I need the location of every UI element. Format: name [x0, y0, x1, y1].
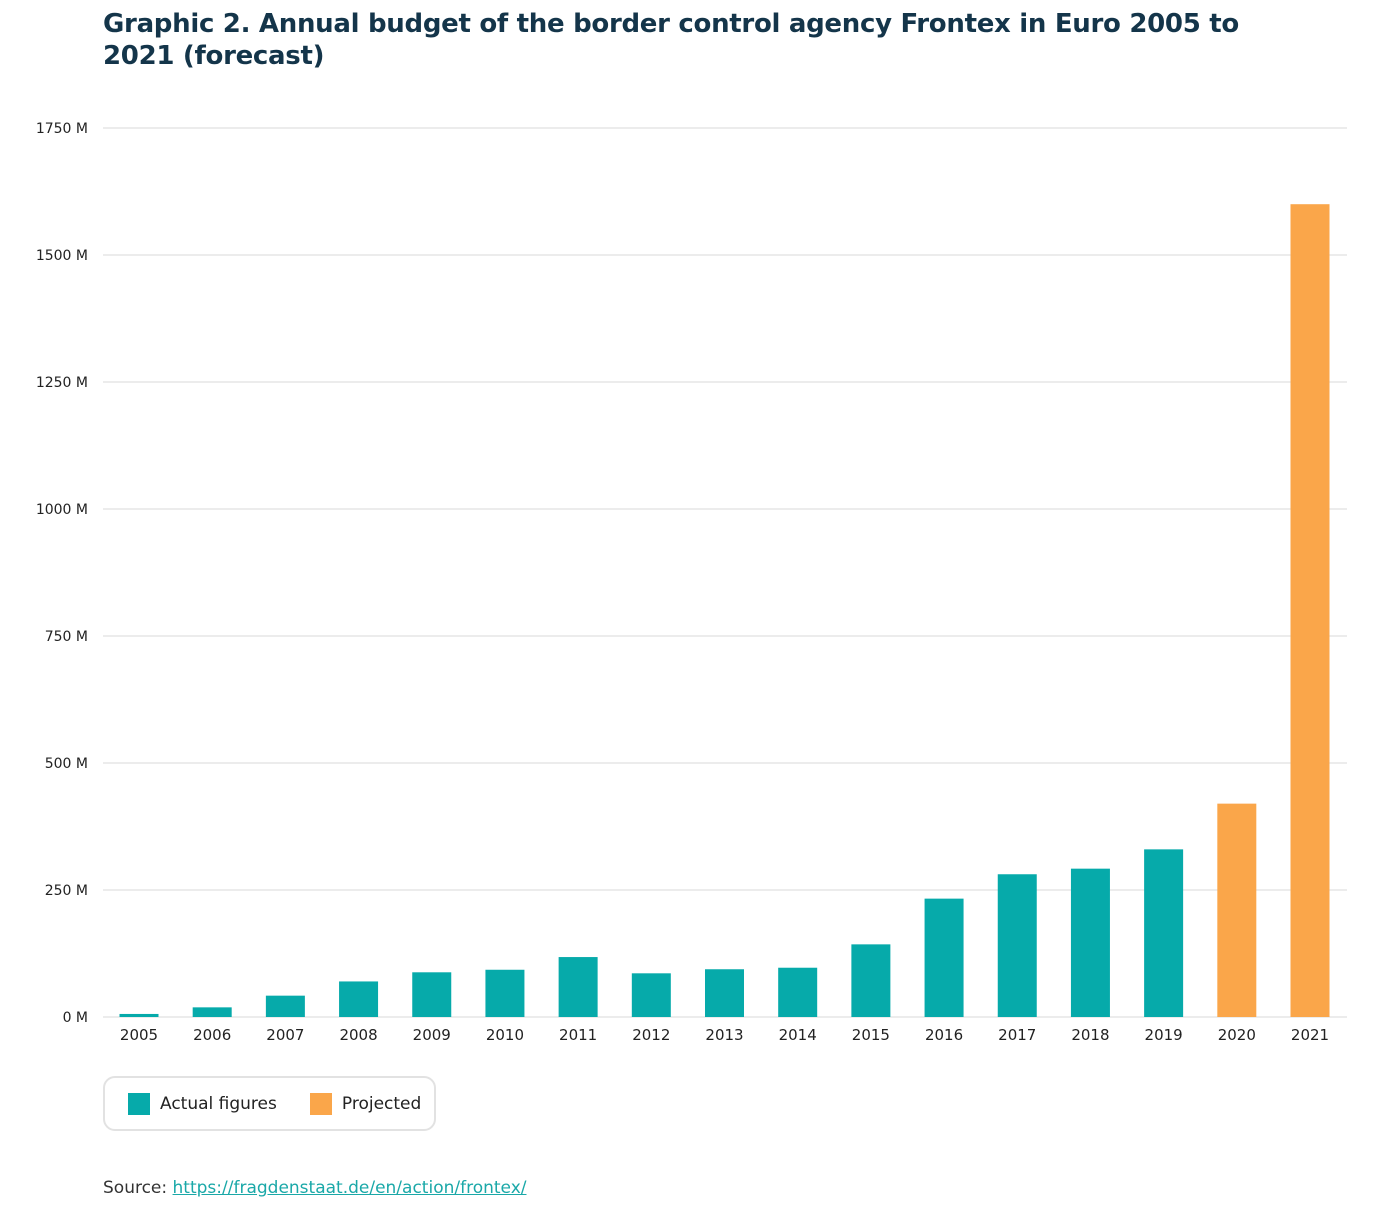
bar-2006 — [192, 1007, 232, 1017]
legend-swatch-projected — [309, 1092, 332, 1115]
bar-2013 — [705, 969, 744, 1017]
y-tick-label: 500 M — [45, 756, 88, 772]
x-tick-label: 2010 — [486, 1026, 524, 1044]
x-tick-label: 2017 — [998, 1026, 1036, 1044]
x-tick-label: 2014 — [779, 1026, 817, 1044]
y-tick-label: 1750 M — [36, 121, 88, 137]
bar-2009 — [412, 972, 452, 1017]
x-tick-label: 2015 — [852, 1026, 890, 1044]
bar-2005 — [119, 1013, 159, 1017]
bar-2014 — [778, 967, 818, 1017]
legend-swatch-actual — [128, 1092, 150, 1115]
bar-2012 — [631, 973, 671, 1017]
chart-title: Graphic 2. Annual budget of the border c… — [103, 9, 1239, 71]
x-tick-label: 2005 — [120, 1026, 158, 1044]
bar-chart: 0 M 250 M 500 M 750 M 1000 M 1250 M 1500 M 1750… — [36, 121, 1347, 1044]
x-tick-label: 2012 — [632, 1026, 670, 1044]
x-tick-label: 2006 — [193, 1026, 231, 1044]
y-tick-label: 1000 M — [36, 502, 88, 518]
source-note: Source: https://fragdenstaat.de/en/actio… — [103, 1178, 527, 1198]
bar-2017 — [997, 874, 1037, 1017]
x-tick-label: 2021 — [1291, 1026, 1329, 1044]
x-tick-label: 2009 — [413, 1026, 451, 1044]
x-tick-label: 2016 — [925, 1026, 963, 1044]
chart-legend: Actual figures Projected — [103, 1076, 436, 1131]
bar-2015 — [851, 944, 891, 1017]
y-tick-label: 250 M — [45, 883, 88, 899]
bar-2019 — [1144, 849, 1184, 1017]
bar-2016 — [924, 898, 964, 1017]
x-tick-label: 2018 — [1071, 1026, 1109, 1044]
y-tick-label: 0 M — [63, 1010, 88, 1026]
bar-2018 — [1070, 868, 1110, 1017]
bar-2020 — [1217, 803, 1257, 1017]
y-tick-label: 1500 M — [36, 248, 88, 264]
legend-label-projected: Projected — [341, 1093, 422, 1114]
legend-label-actual: Actual figures — [160, 1093, 277, 1114]
x-tick-label: 2011 — [559, 1026, 597, 1044]
bar-2021 — [1290, 204, 1330, 1017]
source-link[interactable]: https://fragdenstaat.de/en/action/fronte… — [172, 1178, 527, 1198]
x-tick-label: 2007 — [266, 1026, 304, 1044]
legend-item-actual: Actual figures — [128, 1092, 277, 1115]
legend-item-projected: Projected — [309, 1092, 422, 1115]
bar-2010 — [485, 969, 525, 1017]
source-prefix: Source: — [103, 1178, 173, 1198]
bar-2011 — [558, 957, 598, 1017]
x-tick-label: 2008 — [339, 1026, 377, 1044]
bar-2008 — [339, 981, 379, 1017]
x-tick-label: 2019 — [1145, 1026, 1183, 1044]
y-tick-label: 750 M — [45, 629, 88, 645]
x-tick-label: 2020 — [1218, 1026, 1256, 1044]
bar-2007 — [265, 995, 305, 1017]
y-tick-label: 1250 M — [36, 375, 88, 391]
x-tick-label: 2013 — [705, 1026, 743, 1044]
